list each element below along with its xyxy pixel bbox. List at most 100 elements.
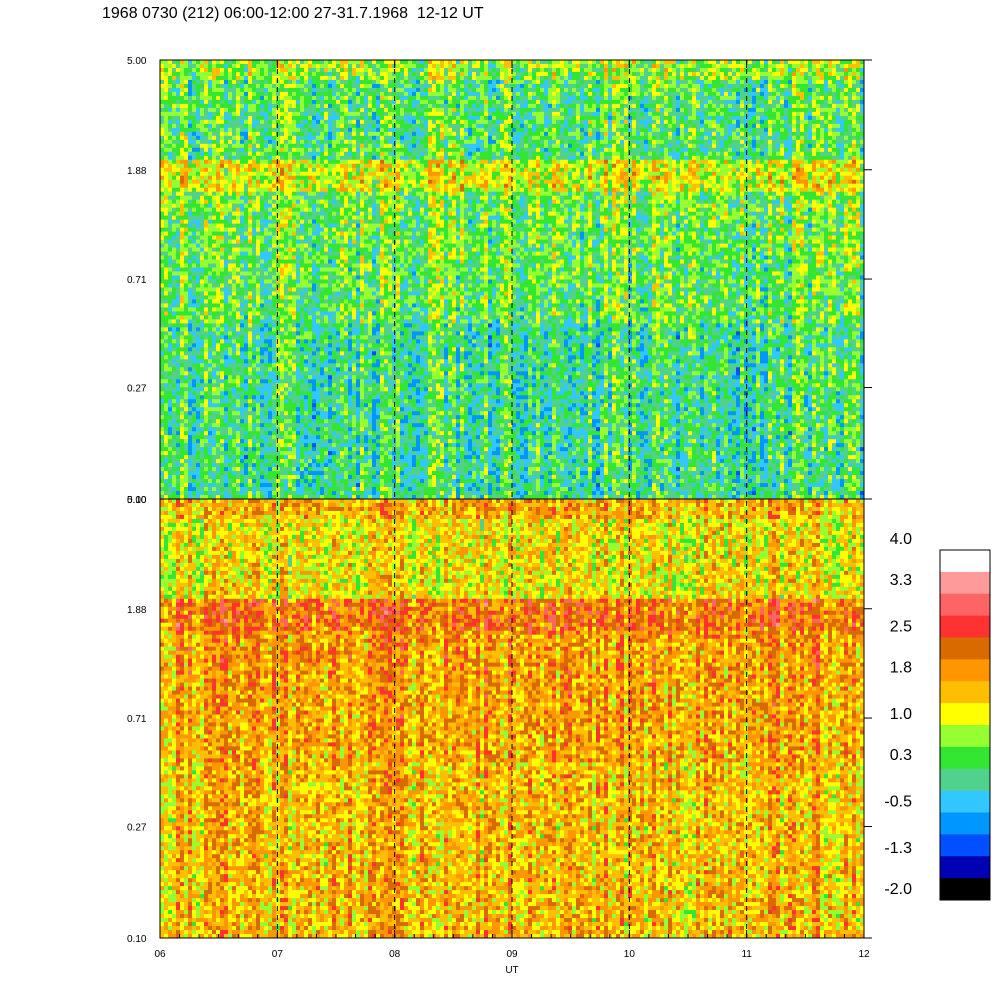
heatmap-cell — [192, 72, 196, 76]
heatmap-cell — [300, 491, 304, 495]
heatmap-cell — [204, 447, 208, 451]
heatmap-cell — [328, 188, 332, 192]
heatmap-cell — [268, 124, 272, 128]
heatmap-cell — [300, 276, 304, 280]
heatmap-cell — [316, 299, 320, 303]
heatmap-cell — [264, 439, 268, 443]
heatmap-cell — [284, 104, 288, 108]
heatmap-cell — [160, 96, 164, 100]
heatmap-cell — [284, 148, 288, 152]
heatmap-cell — [176, 244, 180, 248]
heatmap-cell — [272, 188, 276, 192]
heatmap-cell — [176, 96, 180, 100]
heatmap-cell — [204, 327, 208, 331]
heatmap-cell — [244, 100, 248, 104]
heatmap-cell — [260, 248, 264, 252]
heatmap-cell — [232, 188, 236, 192]
heatmap-cell — [300, 132, 304, 136]
heatmap-cell — [172, 467, 176, 471]
heatmap-cell — [332, 104, 336, 108]
heatmap-cell — [288, 140, 292, 144]
heatmap-cell — [252, 228, 256, 232]
heatmap-cell — [308, 120, 312, 124]
heatmap-cell — [188, 459, 192, 463]
heatmap-cell — [264, 120, 268, 124]
heatmap-cell — [260, 479, 264, 483]
heatmap-cell — [336, 459, 340, 463]
heatmap-cell — [300, 216, 304, 220]
heatmap-cell — [172, 339, 176, 343]
heatmap-cell — [332, 184, 336, 188]
heatmap-cell — [304, 248, 308, 252]
heatmap-cell — [268, 260, 272, 264]
heatmap-cell — [220, 411, 224, 415]
heatmap-cell — [264, 323, 268, 327]
heatmap-cell — [180, 96, 184, 100]
heatmap-cell — [312, 252, 316, 256]
heatmap-cell — [260, 303, 264, 307]
heatmap-cell — [168, 184, 172, 188]
heatmap-cell — [320, 403, 324, 407]
heatmap-cell — [332, 399, 336, 403]
heatmap-cell — [268, 280, 272, 284]
heatmap-cell — [196, 84, 200, 88]
heatmap-cell — [272, 315, 276, 319]
heatmap-cell — [204, 307, 208, 311]
heatmap-cell — [320, 216, 324, 220]
heatmap-cell — [324, 96, 328, 100]
heatmap-cell — [224, 72, 228, 76]
heatmap-cell — [280, 343, 284, 347]
heatmap-cell — [264, 60, 268, 64]
heatmap-cell — [212, 236, 216, 240]
heatmap-cell — [192, 391, 196, 395]
heatmap-cell — [288, 92, 292, 96]
heatmap-cell — [308, 411, 312, 415]
heatmap-cell — [228, 407, 232, 411]
heatmap-cell — [236, 439, 240, 443]
heatmap-cell — [284, 375, 288, 379]
heatmap-cell — [168, 439, 172, 443]
heatmap-cell — [332, 367, 336, 371]
heatmap-cell — [232, 375, 236, 379]
heatmap-cell — [300, 188, 304, 192]
heatmap-cell — [180, 319, 184, 323]
heatmap-cell — [244, 256, 248, 260]
heatmap-cell — [260, 283, 264, 287]
heatmap-cell — [284, 140, 288, 144]
heatmap-cell — [172, 367, 176, 371]
heatmap-cell — [196, 415, 200, 419]
heatmap-cell — [288, 415, 292, 419]
heatmap-cell — [336, 383, 340, 387]
heatmap-cell — [264, 415, 268, 419]
heatmap-cell — [180, 180, 184, 184]
heatmap-cell — [264, 172, 268, 176]
heatmap-cell — [340, 68, 344, 72]
heatmap-cell — [300, 116, 304, 120]
heatmap-cell — [244, 339, 248, 343]
heatmap-cell — [304, 291, 308, 295]
heatmap-cell — [316, 483, 320, 487]
heatmap-cell — [284, 208, 288, 212]
heatmap-cell — [232, 136, 236, 140]
heatmap-cell — [276, 100, 280, 104]
heatmap-cell — [196, 327, 200, 331]
heatmap-cell — [264, 451, 268, 455]
heatmap-cell — [184, 427, 188, 431]
heatmap-cell — [180, 156, 184, 160]
heatmap-cell — [220, 216, 224, 220]
heatmap-cell — [160, 371, 164, 375]
heatmap-cell — [240, 100, 244, 104]
heatmap-cell — [160, 180, 164, 184]
heatmap-cell — [304, 184, 308, 188]
heatmap-cell — [284, 212, 288, 216]
heatmap-cell — [200, 439, 204, 443]
heatmap-cell — [208, 387, 212, 391]
heatmap-cell — [248, 280, 252, 284]
heatmap-cell — [224, 100, 228, 104]
heatmap-cell — [252, 467, 256, 471]
heatmap-cell — [256, 232, 260, 236]
heatmap-cell — [324, 60, 328, 64]
heatmap-cell — [192, 323, 196, 327]
heatmap-cell — [188, 455, 192, 459]
heatmap-cell — [192, 172, 196, 176]
